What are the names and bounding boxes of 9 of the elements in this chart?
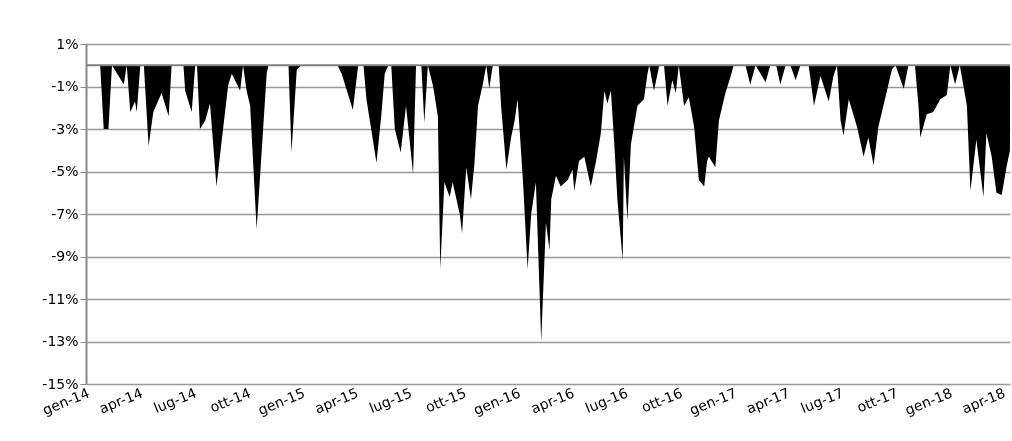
y-tick-label: -3%: [51, 120, 79, 137]
y-tick-label: -5%: [51, 163, 79, 179]
y-tick-label: -15%: [42, 375, 79, 392]
y-tick-label: -9%: [51, 248, 79, 264]
y-tick-label: -11%: [42, 290, 79, 307]
y-tick-label: 1%: [56, 35, 79, 52]
y-tick-label: -1%: [51, 78, 79, 94]
y-tick-label: -13%: [42, 333, 79, 349]
y-tick-label: -7%: [51, 205, 79, 222]
